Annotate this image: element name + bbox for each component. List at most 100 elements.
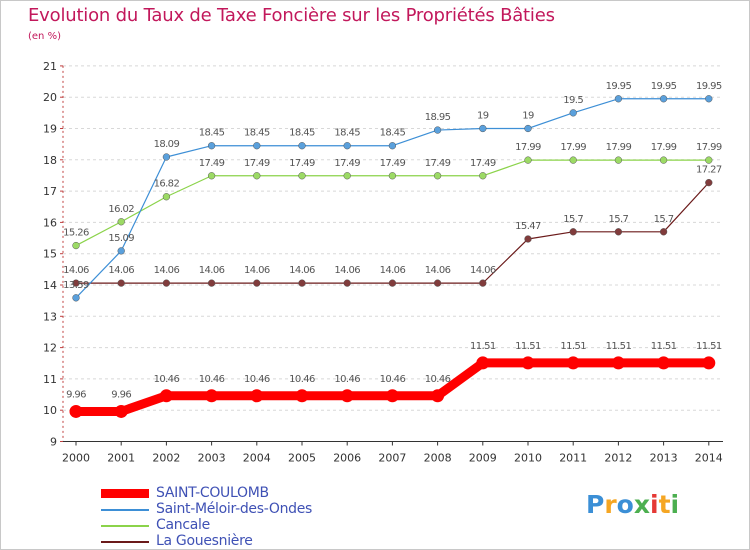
legend-label-cancale: Cancale [156, 517, 210, 533]
x-tick-label: 2006 [333, 452, 361, 465]
data-label-saint-coulomb: 11.51 [560, 341, 586, 352]
axes: 9 10 11 12 13 14 15 16 17 18 19 20 21 2000 2001 2002 200… [43, 60, 723, 465]
data-label-saint-meloir-des-ondes: 18.09 [154, 139, 180, 150]
series-lines [69, 95, 716, 418]
data-label-cancale: 17.99 [606, 142, 632, 153]
legend-swatch-cancale [101, 525, 149, 527]
data-label-la-gouesniere: 14.06 [334, 265, 360, 276]
data-label-la-gouesniere: 14.06 [199, 265, 225, 276]
data-label-saint-meloir-des-ondes: 18.45 [289, 128, 315, 139]
data-label-cancale: 17.49 [289, 158, 315, 169]
data-label-saint-coulomb: 10.46 [244, 374, 270, 385]
data-label-la-gouesniere: 14.06 [108, 265, 134, 276]
legend-swatch-saint-meloir [101, 509, 149, 511]
data-label-la-gouesniere: 15.47 [515, 221, 541, 232]
logo-letter: r [604, 490, 617, 519]
data-point-cancale [705, 156, 713, 164]
data-point-saint-coulomb [476, 356, 490, 370]
data-label-cancale: 16.82 [154, 179, 180, 190]
data-label-cancale: 17.99 [560, 142, 586, 153]
data-point-saint-meloir-des-ondes [388, 142, 397, 150]
data-point-saint-meloir-des-ondes [524, 124, 532, 133]
data-label-cancale: 17.49 [425, 158, 451, 169]
chart-unit-subtitle: (en %) [28, 31, 61, 42]
data-point-saint-coulomb [114, 404, 128, 418]
data-point-la-gouesniere [298, 279, 306, 287]
data-label-saint-meloir-des-ondes: 13.59 [63, 280, 89, 291]
x-tick-label: 2012 [604, 452, 632, 465]
logo-letter: P [586, 490, 605, 519]
data-point-saint-coulomb [159, 389, 173, 403]
x-tick-label: 2002 [152, 452, 180, 465]
data-point-la-gouesniere [72, 279, 80, 287]
x-tick-label: 2014 [695, 452, 723, 465]
y-tick-label: 17 [43, 185, 57, 198]
x-tick-label: 2010 [514, 452, 542, 465]
legend-swatch-saint-coulomb [101, 489, 149, 498]
data-label-saint-meloir-des-ondes: 19 [522, 111, 534, 122]
data-label-saint-coulomb: 10.46 [199, 374, 225, 385]
data-label-saint-coulomb: 11.51 [470, 341, 496, 352]
data-point-la-gouesniere [343, 279, 351, 287]
data-point-cancale [433, 172, 442, 180]
data-label-cancale: 17.49 [380, 158, 406, 169]
data-point-saint-coulomb [611, 356, 625, 370]
y-tick-label: 20 [43, 91, 57, 104]
data-point-saint-coulomb [566, 356, 580, 370]
data-label-saint-meloir-des-ondes: 19.5 [563, 95, 583, 106]
y-tick-label: 10 [43, 404, 57, 417]
data-point-saint-meloir-des-ondes [298, 142, 306, 150]
logo-letter: x [633, 490, 650, 519]
y-tick-label: 14 [43, 279, 57, 292]
data-label-saint-coulomb: 11.51 [515, 341, 541, 352]
data-label-cancale: 16.02 [108, 204, 134, 215]
y-tick-label: 19 [43, 123, 57, 136]
chart-title: Evolution du Taux de Taxe Foncière sur l… [28, 5, 555, 26]
data-label-la-gouesniere: 17.27 [696, 165, 722, 176]
logo-letter: o [616, 490, 634, 519]
y-tick-label: 9 [50, 436, 57, 449]
data-label-la-gouesniere: 14.06 [380, 265, 406, 276]
legend-label-saint-meloir: Saint-Méloir-des-Ondes [156, 501, 313, 517]
data-point-saint-coulomb [340, 389, 354, 403]
data-point-saint-meloir-des-ondes [433, 126, 442, 134]
data-label-saint-coulomb: 10.46 [425, 374, 451, 385]
data-point-cancale [388, 172, 397, 180]
data-point-la-gouesniere [569, 228, 577, 236]
data-point-la-gouesniere [162, 279, 171, 287]
data-point-cancale [614, 156, 623, 164]
data-point-cancale [253, 172, 261, 180]
data-label-saint-coulomb: 9.96 [111, 389, 131, 400]
data-label-saint-meloir-des-ondes: 19.95 [606, 81, 632, 92]
logo-letter: i [650, 490, 659, 519]
data-point-saint-meloir-des-ondes [72, 294, 80, 302]
data-point-cancale [162, 193, 171, 201]
data-point-la-gouesniere [479, 279, 487, 287]
data-point-cancale [207, 172, 216, 180]
data-point-la-gouesniere [433, 279, 442, 287]
data-label-la-gouesniere: 14.06 [63, 265, 89, 276]
data-point-saint-coulomb [702, 356, 716, 370]
legend-swatch-la-gouesniere [101, 541, 149, 543]
data-point-saint-coulomb [385, 389, 399, 403]
data-point-la-gouesniere [253, 279, 261, 287]
x-tick-label: 2009 [469, 452, 497, 465]
data-label-cancale: 17.49 [244, 158, 270, 169]
data-label-saint-meloir-des-ondes: 19.95 [696, 81, 722, 92]
x-tick-label: 2011 [559, 452, 587, 465]
data-label-saint-meloir-des-ondes: 18.45 [199, 128, 225, 139]
data-point-saint-meloir-des-ondes [659, 95, 668, 103]
data-label-cancale: 17.99 [696, 142, 722, 153]
data-point-la-gouesniere [207, 279, 216, 287]
series-line-saint-coulomb [71, 358, 714, 416]
data-point-la-gouesniere [614, 228, 623, 236]
data-label-cancale: 15.26 [63, 228, 89, 239]
data-label-la-gouesniere: 14.06 [425, 265, 451, 276]
data-label-saint-coulomb: 11.51 [696, 341, 722, 352]
data-label-la-gouesniere: 15.7 [654, 214, 674, 225]
data-label-saint-coulomb: 10.46 [334, 374, 360, 385]
data-label-cancale: 17.99 [651, 142, 677, 153]
y-tick-label: 12 [43, 342, 57, 355]
data-point-saint-coulomb [250, 389, 264, 403]
